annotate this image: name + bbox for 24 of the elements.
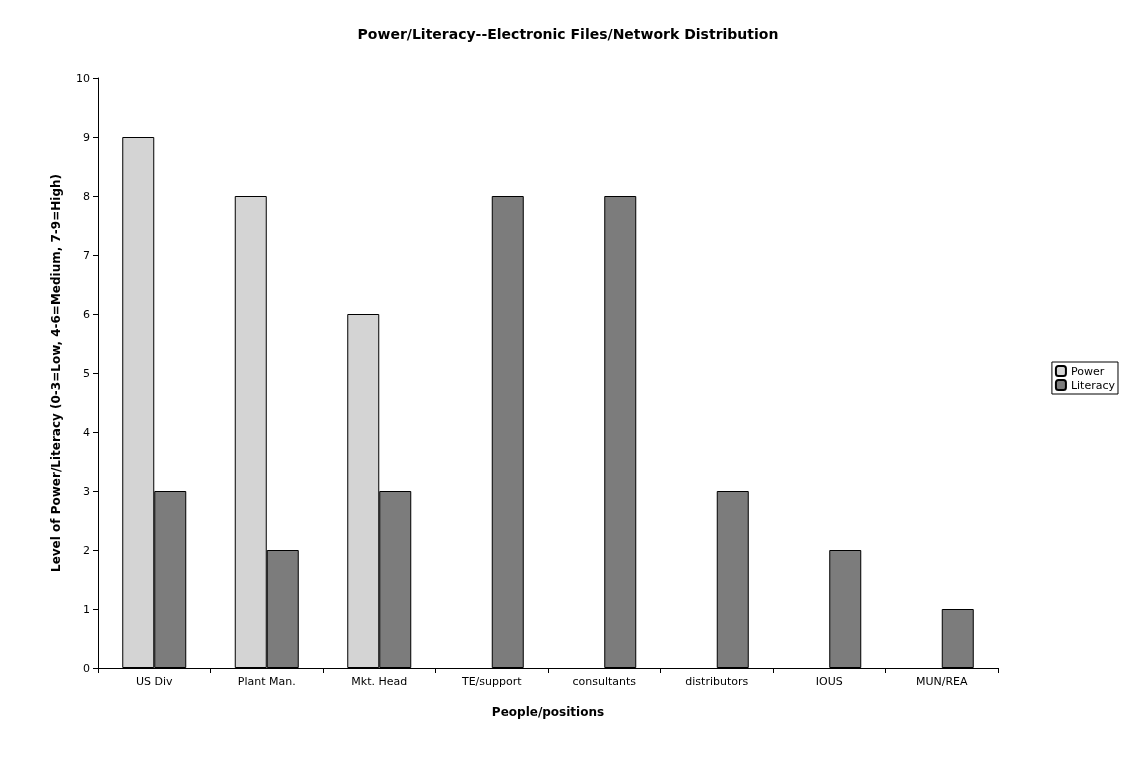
y-tick-label: 7	[83, 248, 90, 262]
x-tick-label: distributors	[685, 675, 749, 688]
y-tick-label: 3	[83, 484, 90, 498]
x-axis-title: People/positions	[491, 705, 605, 719]
x-tick-label: IOUS	[815, 675, 843, 688]
y-tick-label: 10	[76, 71, 90, 85]
x-tick-label: consultants	[572, 675, 637, 688]
x-tick-label: TE/support	[460, 675, 523, 688]
x-tick-label: Plant Man.	[237, 675, 296, 688]
y-tick-label: 8	[83, 189, 90, 203]
x-tick-label: Mkt. Head	[351, 675, 408, 688]
y-axis-title: Level of Power/Literacy (0-3=Low, 4-6=Medium, 7-9=High)	[49, 174, 63, 572]
x-tick-label: MUN/REA	[915, 675, 969, 688]
legend-label: Power	[1070, 364, 1105, 378]
y-tick-label: 2	[83, 543, 90, 557]
y-tick-label: 4	[83, 425, 90, 439]
x-tick-label: US Div	[135, 675, 174, 688]
chart-title: Power/Literacy--Electronic Files/Network Distribution	[357, 26, 779, 42]
legend-label: Literacy	[1070, 378, 1116, 392]
y-tick-label: 0	[83, 661, 90, 675]
y-tick-label: 1	[83, 602, 90, 616]
y-tick-label: 5	[83, 366, 90, 380]
y-tick-label: 6	[83, 307, 90, 321]
y-tick-label: 9	[83, 130, 90, 144]
